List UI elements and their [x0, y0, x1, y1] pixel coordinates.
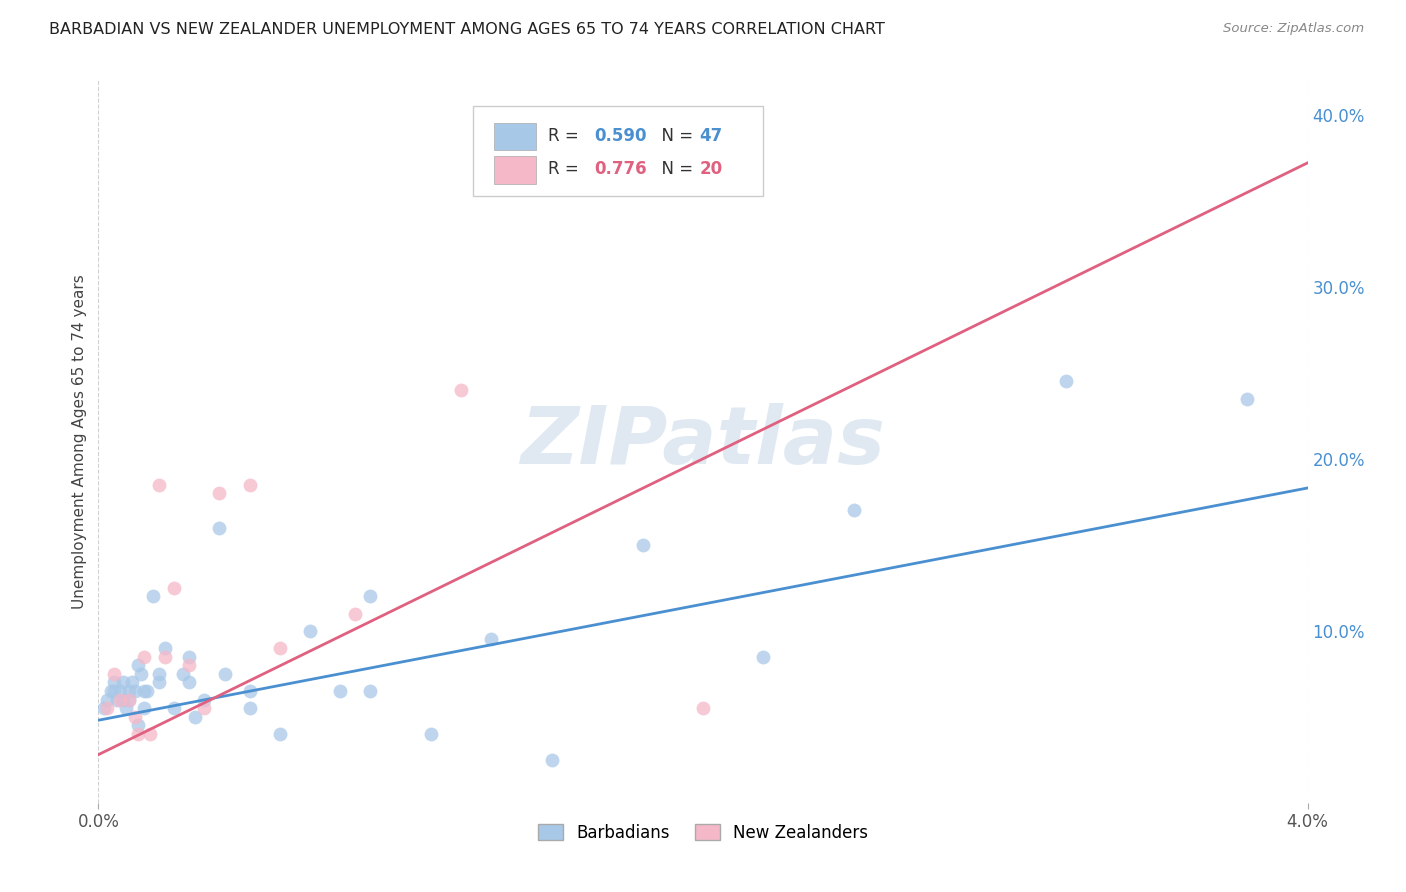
Point [163, 581, 186, 595]
Point [1236, 392, 1258, 406]
Point [844, 503, 866, 517]
Point [132, 701, 155, 715]
Point [132, 684, 155, 698]
Point [214, 666, 236, 681]
Text: N =: N = [651, 161, 699, 178]
Point [360, 684, 382, 698]
FancyBboxPatch shape [494, 123, 536, 151]
Point [752, 649, 775, 664]
Point [481, 632, 503, 647]
Point [127, 718, 149, 732]
Point [132, 649, 155, 664]
Point [142, 590, 165, 604]
Point [179, 649, 201, 664]
Point [692, 701, 714, 715]
Point [127, 658, 149, 673]
Text: R =: R = [548, 161, 585, 178]
Point [239, 684, 262, 698]
Point [153, 640, 176, 655]
Point [329, 684, 352, 698]
FancyBboxPatch shape [494, 156, 536, 184]
Point [184, 710, 207, 724]
Point [420, 727, 443, 741]
Point [108, 692, 131, 706]
Point [540, 753, 562, 767]
Point [344, 607, 367, 621]
Point [127, 727, 149, 741]
Point [631, 177, 654, 191]
Point [103, 666, 125, 681]
Point [148, 666, 170, 681]
Point [96, 692, 118, 706]
Point [179, 658, 201, 673]
Point [631, 538, 654, 552]
Point [239, 701, 262, 715]
Legend: Barbadians, New Zealanders: Barbadians, New Zealanders [531, 817, 875, 848]
Point [269, 727, 291, 741]
Point [239, 477, 262, 491]
Point [135, 684, 157, 698]
Point [148, 675, 170, 690]
Point [105, 692, 128, 706]
Text: R =: R = [548, 128, 585, 145]
Point [111, 692, 134, 706]
Point [118, 692, 141, 706]
FancyBboxPatch shape [474, 105, 763, 196]
Text: 0.776: 0.776 [595, 161, 647, 178]
Point [111, 675, 134, 690]
Point [114, 701, 136, 715]
Point [129, 666, 152, 681]
Point [299, 624, 322, 638]
Point [1054, 375, 1077, 389]
Point [93, 701, 115, 715]
Point [360, 590, 382, 604]
Point [193, 692, 215, 706]
Point [153, 649, 176, 664]
Text: 20: 20 [699, 161, 723, 178]
Point [103, 684, 125, 698]
Point [139, 727, 162, 741]
Point [193, 701, 215, 715]
Point [269, 640, 291, 655]
Point [118, 684, 141, 698]
Point [118, 692, 141, 706]
Point [96, 701, 118, 715]
Point [163, 701, 186, 715]
Text: N =: N = [651, 128, 699, 145]
Text: Source: ZipAtlas.com: Source: ZipAtlas.com [1223, 22, 1364, 36]
Point [108, 684, 131, 698]
Point [208, 486, 231, 500]
Point [103, 675, 125, 690]
Text: 47: 47 [699, 128, 723, 145]
Point [179, 675, 201, 690]
Point [450, 383, 472, 397]
Text: ZIPatlas: ZIPatlas [520, 402, 886, 481]
Y-axis label: Unemployment Among Ages 65 to 74 years: Unemployment Among Ages 65 to 74 years [72, 274, 87, 609]
Point [100, 684, 122, 698]
Point [172, 666, 194, 681]
Text: BARBADIAN VS NEW ZEALANDER UNEMPLOYMENT AMONG AGES 65 TO 74 YEARS CORRELATION CH: BARBADIAN VS NEW ZEALANDER UNEMPLOYMENT … [49, 22, 886, 37]
Point [124, 684, 146, 698]
Point [148, 477, 170, 491]
Text: 0.590: 0.590 [595, 128, 647, 145]
Point [208, 520, 231, 534]
Point [121, 675, 143, 690]
Point [124, 710, 146, 724]
